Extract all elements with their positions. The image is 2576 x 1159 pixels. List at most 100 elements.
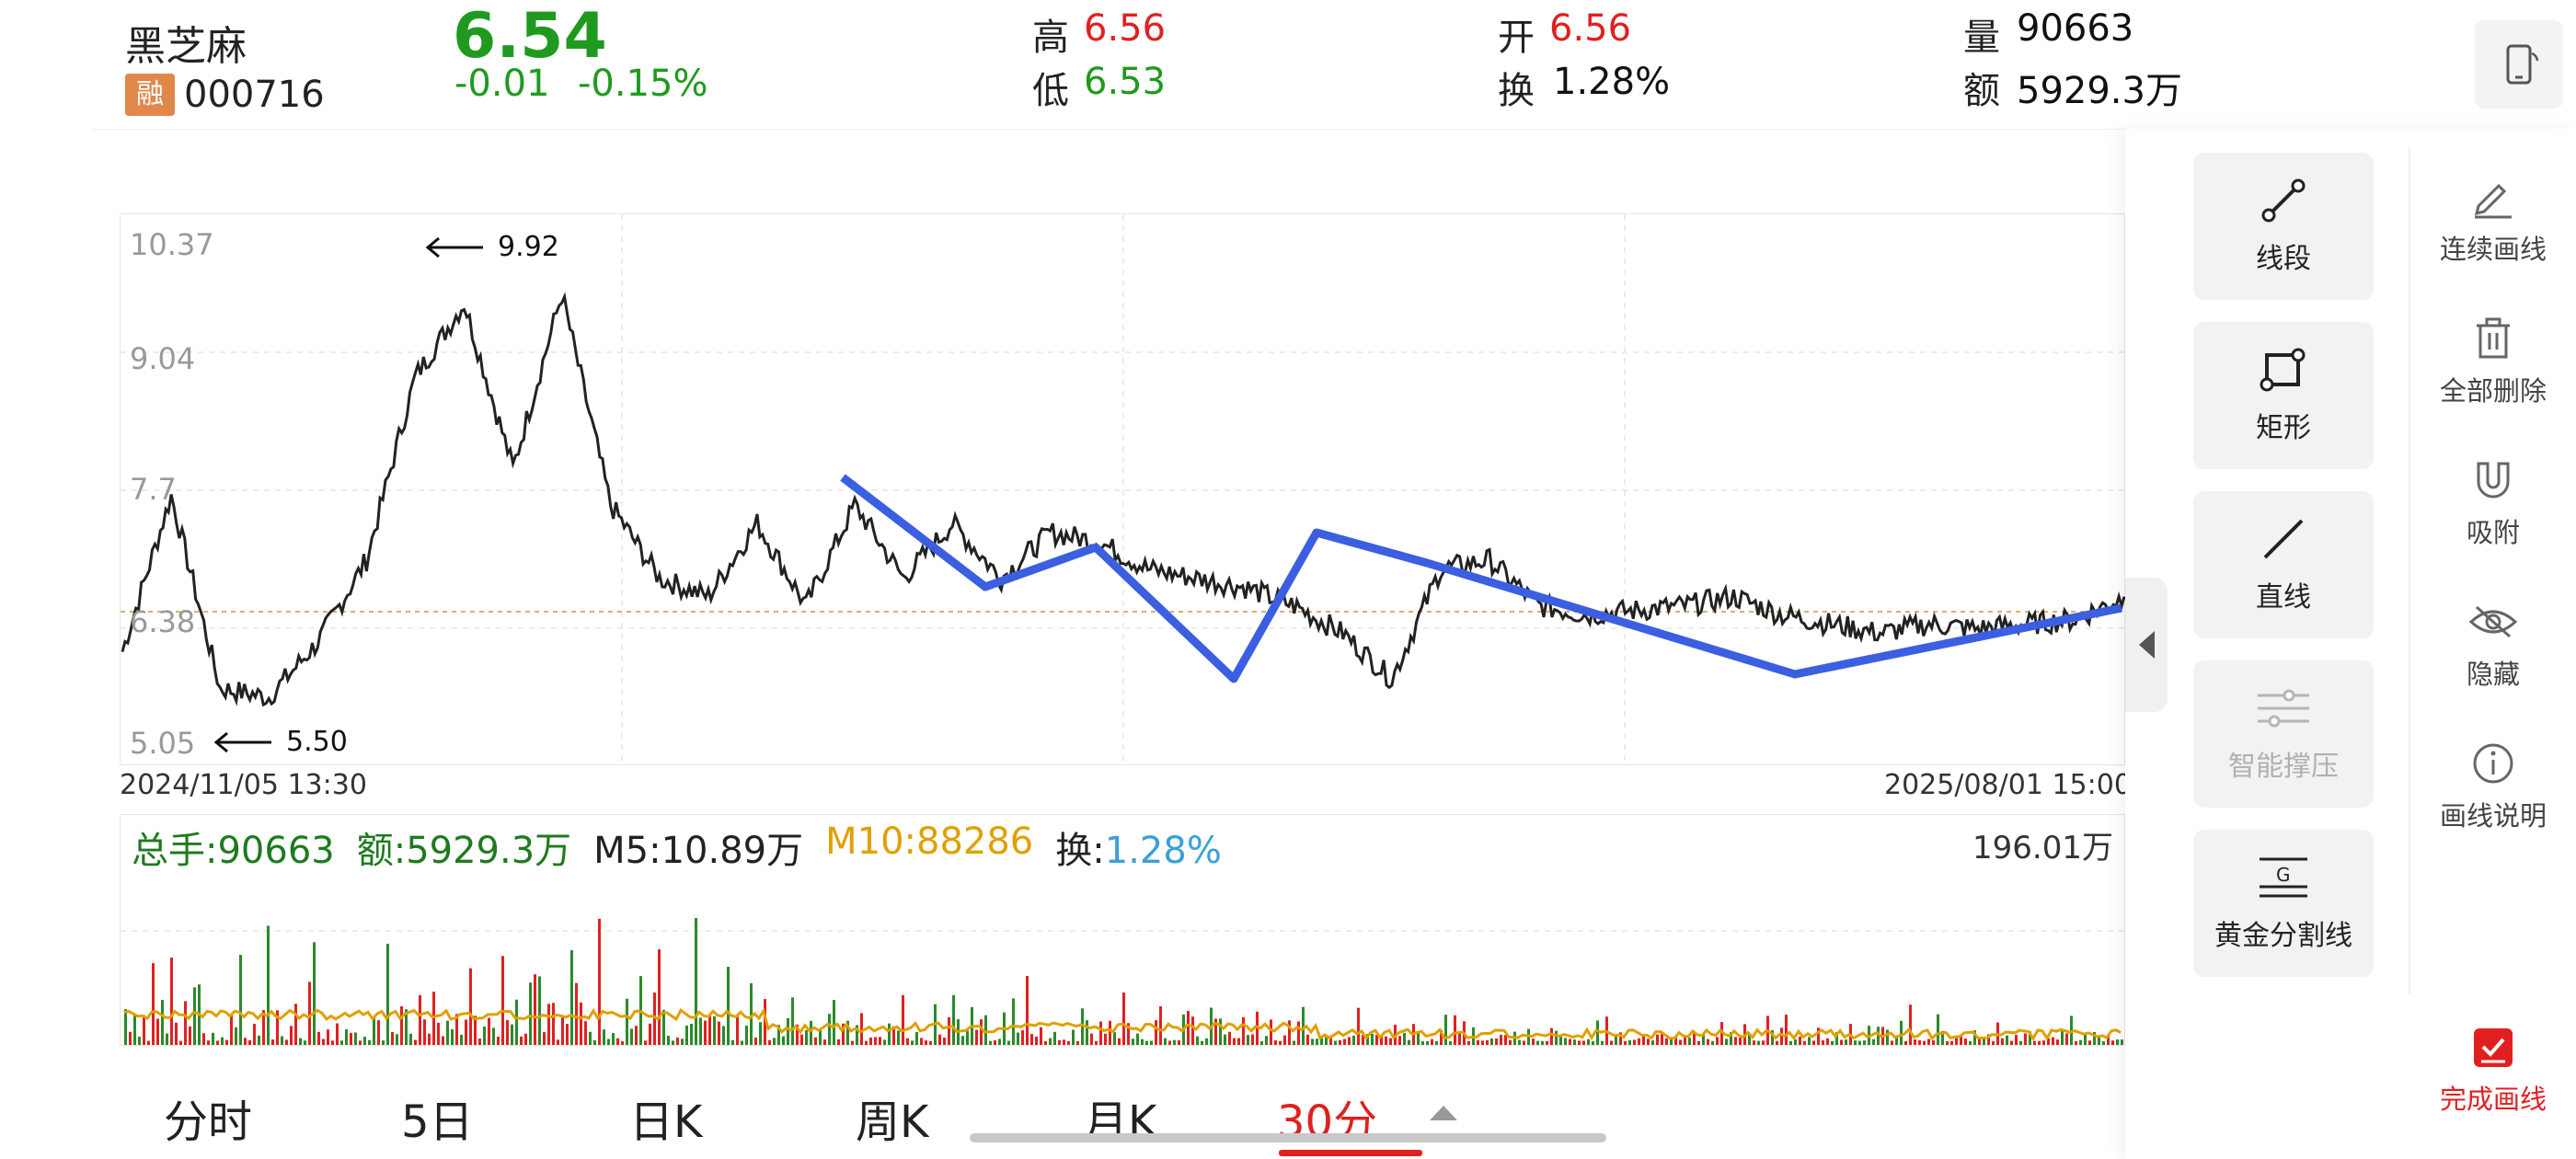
volume-bar <box>773 1038 776 1045</box>
y-label-4: 6.38 <box>130 604 196 639</box>
volume-bar <box>1159 1006 1162 1045</box>
volume-bar <box>814 1037 817 1045</box>
volume-bar <box>593 1039 596 1045</box>
volume-bar <box>225 1039 228 1045</box>
volume-bar <box>1858 1040 1861 1045</box>
volume-bar <box>327 1029 329 1045</box>
volume-bar <box>271 1039 274 1045</box>
volume-bar <box>1638 1038 1640 1045</box>
snap-button[interactable]: 吸附 <box>2410 458 2576 550</box>
volume-bar <box>2033 1040 2036 1045</box>
volume-bar <box>2047 1038 2050 1045</box>
user-drawn-trendline[interactable] <box>840 474 2122 683</box>
volume-bar <box>1955 1037 1958 1045</box>
turnover-label: 换 <box>1498 70 1535 112</box>
volume-bar <box>943 1038 946 1045</box>
volume-bar <box>262 1010 265 1045</box>
tool-smart-support[interactable]: 智能撑压 <box>2193 660 2374 808</box>
volume-bar <box>2029 1031 2031 1045</box>
caret-up-icon[interactable] <box>1428 1102 1459 1122</box>
volume-bar <box>455 1014 458 1045</box>
volume-bar <box>1095 1040 1098 1045</box>
hide-label: 隐藏 <box>2466 659 2520 690</box>
panel-divider <box>2409 147 2410 993</box>
tab-daily-k[interactable]: 日K <box>629 1096 703 1148</box>
volume-bar <box>708 1016 711 1045</box>
volume-bar <box>851 1040 854 1045</box>
rotate-screen-button[interactable] <box>2475 20 2563 109</box>
volume-bar <box>497 1037 500 1045</box>
volume-bar <box>1454 1015 1456 1045</box>
volume-bar <box>179 1040 182 1045</box>
volume-bar <box>1895 1037 1898 1045</box>
volume-bar <box>1877 1027 1880 1045</box>
volume-bar <box>2121 1039 2123 1045</box>
volume-bar <box>1251 1034 1254 1045</box>
volume-bar <box>1978 1038 1981 1045</box>
tool-segment[interactable]: 线段 <box>2193 153 2374 300</box>
price-change-pct: -0.15% <box>578 63 708 105</box>
volume-bar <box>515 999 518 1045</box>
volume-bar <box>828 1014 831 1045</box>
volume-bar <box>1987 1034 1990 1045</box>
volume-bar <box>1086 1020 1088 1045</box>
check-square-icon <box>2474 1028 2513 1067</box>
drawing-help-button[interactable]: 画线说明 <box>2410 741 2576 833</box>
volume-bar <box>2056 1039 2059 1045</box>
volume-bar <box>322 1039 325 1045</box>
volume-bar <box>1923 1040 1926 1045</box>
eye-hidden-icon <box>2469 605 2517 638</box>
volume-bar <box>235 1027 237 1045</box>
volume-bar <box>676 1037 679 1045</box>
tool-straight-line[interactable]: 直线 <box>2193 491 2374 638</box>
volume-bar <box>1665 1038 1668 1045</box>
volume-bar <box>1509 1039 1512 1045</box>
volume-bar <box>317 1031 320 1045</box>
volume-bar <box>423 1019 426 1045</box>
tab-5day[interactable]: 5日 <box>401 1096 474 1148</box>
price-chart[interactable]: 10.37 9.04 7.7 6.38 5.05 9.92 5.50 <box>120 213 2126 766</box>
volume-bar <box>1969 1040 1972 1045</box>
delete-all-button[interactable]: 全部删除 <box>2410 316 2576 408</box>
tool-rectangle[interactable]: 矩形 <box>2193 322 2374 469</box>
volume-bar <box>547 1004 550 1045</box>
volume-bar <box>534 974 536 1045</box>
low-value: 6.53 <box>1084 61 1167 103</box>
price-chart-svg <box>121 214 2126 766</box>
horizontal-scrollbar[interactable] <box>970 1133 1606 1142</box>
collapse-panel-button[interactable] <box>2125 578 2168 712</box>
volume-bar <box>2006 1035 2008 1045</box>
tab-weekly-k[interactable]: 周K <box>856 1096 929 1148</box>
volume-bar <box>842 1023 845 1045</box>
volume-bar <box>1228 1031 1231 1045</box>
volume-bar <box>1044 1040 1047 1045</box>
volume-bar <box>244 1038 247 1045</box>
volume-bar <box>1559 1036 1562 1045</box>
finish-drawing-button[interactable]: 完成画线 <box>2410 1027 2576 1117</box>
volume-bar <box>764 999 766 1045</box>
continuous-draw-button[interactable]: 连续画线 <box>2410 175 2576 267</box>
volume-chart[interactable]: 总手:90663 额:5929.3万 M5:10.89万 M10:88286 换… <box>120 814 2126 1046</box>
volume-bar <box>2088 1040 2091 1045</box>
volume-bar <box>2111 1040 2114 1045</box>
volume-bar <box>1587 1039 1590 1045</box>
volume-bar <box>1040 1027 1042 1045</box>
tab-intraday[interactable]: 分时 <box>164 1096 253 1148</box>
volume-bar <box>699 1017 702 1045</box>
volume-bar <box>966 1030 969 1045</box>
volume-bar <box>1380 1036 1383 1045</box>
hide-button[interactable]: 隐藏 <box>2410 600 2576 692</box>
volume-bar <box>897 1030 900 1045</box>
volume-bar <box>1693 1033 1696 1045</box>
volume-bar <box>543 1032 546 1045</box>
tool-golden-ratio[interactable]: G 黄金分割线 <box>2193 830 2374 977</box>
volume-bar <box>1716 1037 1719 1045</box>
volume-bar <box>635 1026 638 1045</box>
volume-bar <box>336 1023 339 1045</box>
volume-bar <box>1702 1034 1705 1045</box>
volume-bar <box>202 1033 205 1045</box>
volume-bar <box>1293 1040 1295 1045</box>
volume-bar <box>161 999 164 1045</box>
volume-bar <box>791 997 794 1045</box>
volume-bar <box>1173 1039 1176 1045</box>
